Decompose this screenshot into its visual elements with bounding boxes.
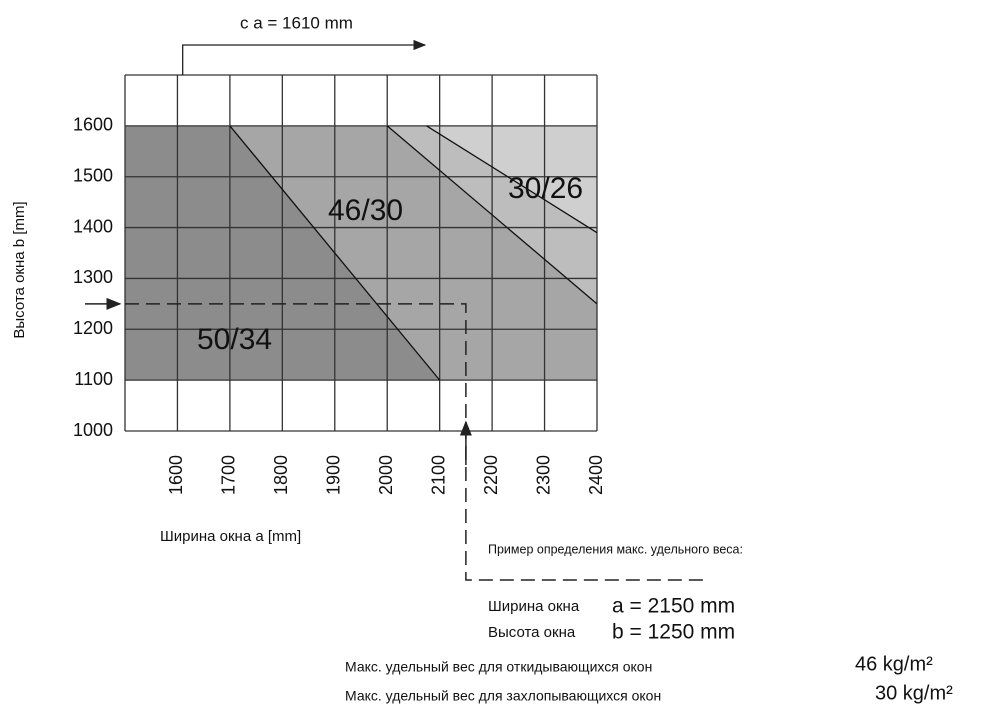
x-tick-label: 1900 (324, 455, 344, 495)
y-tick-label: 1200 (73, 318, 113, 338)
y-axis-label: Высота окна b [mm] (11, 201, 28, 338)
y-tick-label: 1100 (74, 369, 113, 389)
result-value: 30 kg/m² (875, 682, 953, 704)
x-tick-label: 2300 (533, 455, 553, 495)
boundary-line (229, 125, 441, 381)
y-tick-label: 1600 (73, 115, 113, 135)
boundary-line (386, 125, 598, 305)
y-tick-label: 1300 (73, 267, 113, 287)
y-tick-label: 1500 (73, 165, 113, 185)
zone-label: 50/34 (197, 323, 272, 356)
x-tick-label: 1700 (219, 455, 239, 495)
x-tick-label: 2000 (376, 455, 396, 495)
example-line (125, 303, 705, 581)
y-tick-label: 1000 (73, 420, 113, 440)
limit-arrow (182, 39, 427, 75)
example-value: a = 2150 mm (612, 595, 735, 618)
x-tick-label: 1800 (271, 455, 291, 495)
example-value: b = 1250 mm (612, 621, 735, 644)
x-tick-label: 2400 (586, 455, 606, 495)
result-value: 46 kg/m² (855, 653, 933, 675)
x-tick-label: 2100 (428, 455, 448, 495)
example-label: Высота окна (488, 624, 576, 641)
boundary-line (426, 125, 598, 234)
result-label: Макс. удельный вес для захлопывающихся о… (345, 688, 661, 704)
example-label: Ширина окна (488, 598, 580, 615)
limit-label: c a = 1610 mm (240, 13, 353, 32)
zone-label: 30/26 (508, 172, 583, 205)
zone-label: 46/30 (328, 194, 403, 227)
result-label: Макс. удельный вес для откидывающихся ок… (345, 659, 652, 675)
example-title: Пример определения макс. удельного веса: (488, 542, 743, 556)
x-tick-label: 1600 (166, 455, 186, 495)
x-tick-label: 2200 (481, 455, 501, 495)
y-tick-label: 1400 (73, 216, 113, 236)
x-axis-label: Ширина окна a [mm] (160, 528, 301, 545)
